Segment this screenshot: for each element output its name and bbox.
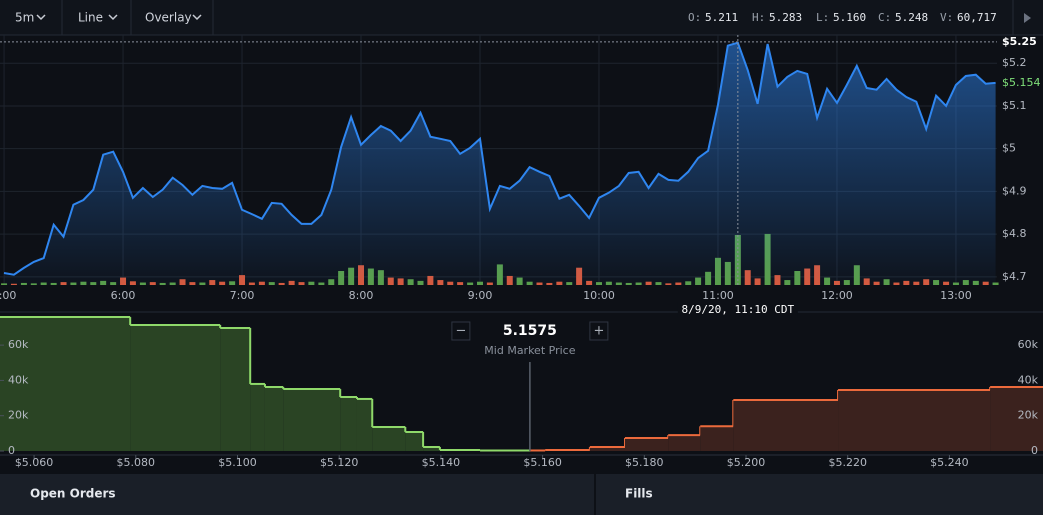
depth-area bbox=[372, 427, 406, 451]
crosshair-time-bg bbox=[677, 302, 798, 318]
ohlcv-label: L: bbox=[816, 11, 829, 24]
decrease-icon[interactable]: − bbox=[455, 324, 466, 339]
depth-area bbox=[130, 325, 221, 451]
crosshair-time-label: 8/9/20, 11:10 CDT bbox=[682, 303, 795, 316]
depth-area bbox=[990, 386, 1043, 451]
y-tick-label: $4.8 bbox=[1002, 227, 1027, 240]
chart-style[interactable]: Line bbox=[78, 11, 103, 25]
overlay-dropdown[interactable]: Overlay bbox=[145, 11, 202, 25]
y-tick-label: $5.1 bbox=[1002, 99, 1027, 112]
depth-area bbox=[356, 398, 373, 451]
x-tick-label: $5.220 bbox=[828, 456, 867, 469]
interval[interactable]: 5m bbox=[15, 11, 34, 25]
depth-area bbox=[264, 386, 284, 451]
depth-area bbox=[220, 328, 251, 451]
mid-market-caption: Mid Market Price bbox=[484, 344, 575, 357]
depth-area bbox=[0, 317, 131, 451]
x-tick-label: 11:00 bbox=[702, 289, 734, 302]
interval-dropdown[interactable]: 5m bbox=[15, 11, 46, 25]
bottom-panels bbox=[0, 474, 1043, 515]
y-tick-label-left: 40k bbox=[8, 373, 29, 386]
depth-area bbox=[250, 383, 265, 451]
depth-area bbox=[733, 400, 839, 451]
increase-button[interactable] bbox=[589, 321, 609, 341]
toolbar bbox=[0, 0, 1043, 35]
x-tick-label: 12:00 bbox=[821, 289, 853, 302]
y-tick-label-right: 20k bbox=[1018, 409, 1039, 422]
play-button[interactable] bbox=[1024, 13, 1031, 23]
depth-area bbox=[405, 431, 424, 451]
ohlcv-value: 5.283 bbox=[769, 11, 802, 24]
depth-area bbox=[589, 446, 625, 451]
last-price-label: $5.154 bbox=[1002, 76, 1041, 89]
depth-area bbox=[700, 426, 734, 451]
y-tick-label-right: 0 bbox=[1031, 444, 1038, 457]
ohlcv-label: O: bbox=[688, 11, 701, 24]
depth-area bbox=[668, 435, 701, 451]
ohlcv-value: 5.248 bbox=[895, 11, 928, 24]
depth-area bbox=[423, 446, 440, 451]
crosshair-price-label: $5.25 bbox=[1002, 35, 1037, 48]
x-tick-label: 8:00 bbox=[349, 289, 374, 302]
x-tick-label: $5.240 bbox=[930, 456, 969, 469]
depth-area bbox=[624, 437, 669, 451]
x-tick-label: $5.200 bbox=[727, 456, 766, 469]
y-tick-label-right: 60k bbox=[1018, 338, 1039, 351]
ohlcv-readout: O: 5.211 H: 5.283 L: 5.160 C: 5.248 V: 60,717 bbox=[688, 11, 997, 24]
y-tick-label-left: 20k bbox=[8, 409, 29, 422]
decrease-button[interactable] bbox=[451, 321, 471, 341]
depth-area bbox=[340, 397, 357, 451]
ohlcv-label: V: bbox=[940, 11, 953, 24]
ohlcv-label: C: bbox=[878, 11, 891, 24]
x-tick-label: 6:00 bbox=[111, 289, 136, 302]
fills-tab[interactable]: Fills bbox=[625, 487, 653, 501]
price-chart: $4.7 $4.8 $4.9 $5 $5.1 $5.2 5:00 6:00 7:00 8:00 9:… bbox=[0, 35, 1041, 318]
open-orders-tab[interactable]: Open Orders bbox=[30, 487, 116, 501]
depth-area bbox=[283, 389, 341, 451]
price-area bbox=[4, 42, 996, 286]
x-tick-label: 10:00 bbox=[583, 289, 615, 302]
increase-icon[interactable]: + bbox=[593, 324, 604, 339]
y-tick-label: $4.9 bbox=[1002, 184, 1027, 197]
x-tick-label: $5.100 bbox=[218, 456, 257, 469]
style-dropdown[interactable]: Line bbox=[78, 11, 118, 25]
ohlcv-value: 5.211 bbox=[705, 11, 738, 24]
chevron bbox=[108, 14, 118, 21]
x-tick-label: 9:00 bbox=[468, 289, 493, 302]
price-line bbox=[3, 41, 996, 276]
ohlcv-value: 5.160 bbox=[833, 11, 866, 24]
depth-area bbox=[838, 389, 991, 451]
x-tick-label: $5.120 bbox=[320, 456, 359, 469]
y-tick-label-left: 0 bbox=[8, 444, 15, 457]
ohlcv-value: 60,717 bbox=[957, 11, 997, 24]
x-tick-label: $5.180 bbox=[625, 456, 664, 469]
chevron bbox=[36, 14, 46, 21]
x-tick-label: $5.140 bbox=[422, 456, 461, 469]
chevron bbox=[192, 14, 202, 21]
x-tick-label: 7:00 bbox=[230, 289, 255, 302]
x-tick-label: $5.060 bbox=[15, 456, 54, 469]
y-tick-label: $5 bbox=[1002, 142, 1016, 155]
overlay[interactable]: Overlay bbox=[145, 11, 192, 25]
x-tick-label: 5:00 bbox=[0, 289, 16, 302]
x-tick-label: $5.080 bbox=[117, 456, 156, 469]
y-tick-label: $5.2 bbox=[1002, 56, 1027, 69]
ohlcv-label: H: bbox=[752, 11, 765, 24]
mid-market-price: 5.1575 bbox=[503, 323, 557, 339]
depth-chart: 0 0 20k 20k 40k 40k 60k 60k $5.060 $5.080 $5.100 $5… bbox=[0, 316, 1043, 469]
y-tick-label-left: 60k bbox=[8, 338, 29, 351]
y-tick-label-right: 40k bbox=[1018, 373, 1039, 386]
x-tick-label: $5.160 bbox=[523, 456, 562, 469]
x-tick-label: 13:00 bbox=[940, 289, 972, 302]
y-tick-label: $4.7 bbox=[1002, 270, 1027, 283]
